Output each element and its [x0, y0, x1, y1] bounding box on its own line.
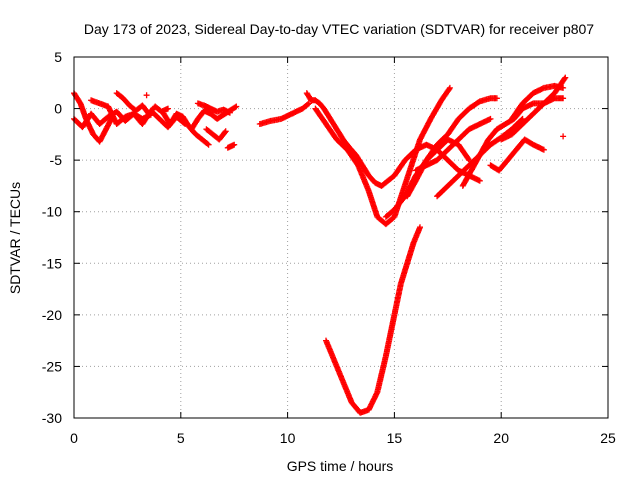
y-axis-label: SDTVAR / TECUs	[7, 182, 23, 294]
series-arc-17	[412, 115, 494, 174]
series-arc-8	[203, 126, 229, 143]
series-arc-7	[194, 100, 233, 116]
data-point	[560, 84, 567, 91]
data-point	[233, 103, 240, 110]
data-point	[562, 74, 569, 81]
data-point	[165, 105, 171, 112]
data-point	[143, 92, 150, 99]
data-point	[205, 141, 212, 148]
data-point	[221, 129, 228, 136]
data-point	[226, 109, 233, 116]
series-arc-16	[404, 136, 473, 200]
series-arc-13	[323, 224, 423, 416]
series-arc-3	[88, 97, 154, 127]
series-arc-11	[303, 90, 398, 189]
y-tick-label: -20	[42, 307, 62, 323]
data-point	[465, 156, 472, 162]
data-point	[476, 177, 483, 184]
series-arc-10	[256, 100, 312, 127]
plot-frame	[73, 56, 609, 419]
x-tick-label: 0	[70, 430, 78, 446]
axis-ticks	[73, 56, 609, 419]
data-point	[560, 95, 567, 102]
data-point	[231, 141, 238, 148]
y-tick-label: 5	[54, 49, 62, 65]
x-axis-label: GPS time / hours	[287, 458, 394, 474]
x-tick-labels: 0 5 10 15 20 25	[70, 430, 616, 446]
data-point	[306, 100, 312, 107]
chart-title: Day 173 of 2023, Sidereal Day-to-day VTE…	[84, 21, 594, 37]
x-tick-label: 20	[493, 430, 509, 446]
series-arc-9	[224, 141, 238, 151]
data-point	[232, 104, 239, 111]
y-tick-labels: 5 0 -5 -10 -15 -20 -25 -30	[42, 49, 62, 426]
x-tick-label: 5	[177, 430, 185, 446]
data-point	[446, 84, 453, 91]
x-tick-label: 15	[387, 430, 403, 446]
y-tick-label: 0	[54, 101, 62, 117]
data-point	[491, 95, 498, 102]
series-arc-22	[508, 82, 567, 122]
x-tick-label: 25	[600, 430, 616, 446]
series-arc-21	[498, 74, 569, 143]
data-point	[222, 128, 229, 135]
series-arc-4	[113, 90, 171, 117]
series-isolated	[143, 92, 567, 140]
y-tick-label: -25	[42, 358, 62, 374]
x-tick-label: 10	[280, 430, 296, 446]
y-tick-label: -30	[42, 410, 62, 426]
series-arc-5	[160, 110, 212, 148]
y-tick-label: -10	[42, 204, 62, 220]
series-arc-19	[459, 95, 567, 189]
series-arc-20	[487, 136, 547, 174]
data-point	[417, 224, 423, 231]
data-point	[487, 115, 494, 122]
data-point	[204, 140, 211, 147]
data-point	[304, 101, 311, 108]
data-point	[540, 146, 547, 153]
y-tick-label: -5	[50, 152, 63, 168]
data-point	[561, 75, 568, 82]
data-point	[560, 133, 567, 140]
y-tick-label: -15	[42, 255, 62, 271]
series-arc-6	[188, 103, 240, 133]
data-point	[446, 86, 453, 93]
data-points	[71, 74, 569, 416]
